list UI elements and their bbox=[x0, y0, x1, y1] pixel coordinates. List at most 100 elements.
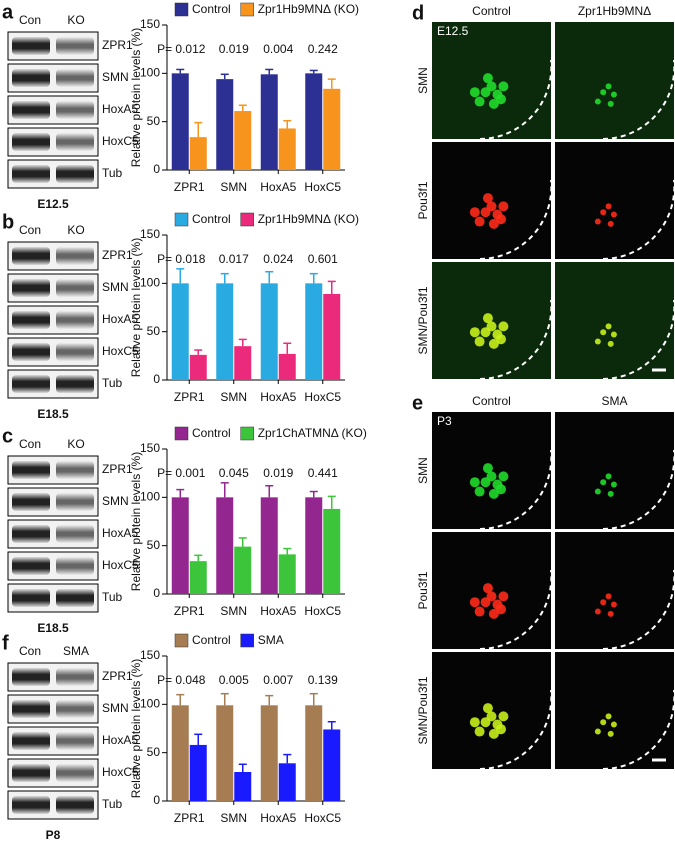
cell-spot bbox=[488, 338, 499, 349]
band-label: HoxC5 bbox=[102, 765, 139, 779]
y-tick-label: 50 bbox=[147, 745, 161, 759]
micrograph bbox=[555, 262, 674, 379]
band-label: ZPR1 bbox=[102, 669, 133, 683]
boundary bbox=[479, 569, 553, 650]
blot-band bbox=[56, 796, 94, 814]
y-tick-label: 150 bbox=[140, 441, 160, 455]
y-axis-label: Relative protein levels (%) bbox=[129, 452, 143, 591]
bar bbox=[234, 346, 252, 380]
bar bbox=[305, 705, 323, 801]
x-tick-label: ZPR1 bbox=[174, 180, 205, 194]
bar bbox=[216, 283, 234, 380]
lane-label: KO bbox=[67, 437, 84, 451]
cell-spot bbox=[469, 477, 480, 488]
cell-spot bbox=[600, 329, 607, 336]
lane-label: Con bbox=[19, 13, 41, 27]
bar bbox=[323, 88, 341, 170]
cell-spot bbox=[496, 214, 507, 225]
p-value: P= 0.048 bbox=[157, 673, 206, 687]
legend-swatch bbox=[174, 2, 189, 17]
cell-spot bbox=[474, 726, 485, 737]
legend-swatch bbox=[174, 633, 189, 648]
boundary bbox=[479, 59, 553, 140]
legend-entry: Control bbox=[192, 212, 231, 226]
cell-spot bbox=[496, 334, 507, 345]
blot-band bbox=[56, 133, 94, 151]
bar bbox=[278, 763, 296, 801]
cell-spot bbox=[482, 583, 493, 594]
blot-band bbox=[56, 461, 94, 479]
cell-spot bbox=[594, 488, 601, 495]
cell-spot bbox=[486, 591, 497, 602]
p-value: 0.005 bbox=[219, 673, 249, 687]
bar bbox=[323, 293, 341, 380]
blot-band bbox=[56, 493, 94, 511]
blot-band bbox=[12, 668, 50, 686]
stage-label: P8 bbox=[46, 828, 61, 842]
y-tick-label: 50 bbox=[147, 324, 161, 338]
blot-band bbox=[12, 247, 50, 265]
boundary bbox=[602, 449, 675, 530]
bar bbox=[278, 128, 296, 170]
blot-band bbox=[56, 165, 94, 183]
p-value: P= 0.018 bbox=[157, 252, 206, 266]
lane-label: Con bbox=[19, 644, 41, 658]
cell-spot bbox=[496, 94, 507, 105]
x-tick-label: HoxA5 bbox=[260, 390, 296, 404]
micrograph bbox=[555, 142, 674, 259]
bar bbox=[323, 729, 341, 801]
row-label: Pou3f1 bbox=[416, 181, 430, 219]
blot-band bbox=[12, 461, 50, 479]
legend-entry: Control bbox=[192, 633, 231, 647]
blot-band bbox=[56, 557, 94, 575]
band-label: Tub bbox=[102, 590, 123, 604]
stage-label: E12.5 bbox=[37, 197, 69, 211]
boundary bbox=[602, 569, 675, 650]
blot-band bbox=[56, 311, 94, 329]
blot-band bbox=[12, 279, 50, 297]
x-tick-label: ZPR1 bbox=[174, 390, 205, 404]
x-tick-label: SMN bbox=[220, 604, 247, 618]
lane-label: KO bbox=[67, 223, 84, 237]
y-tick-label: 150 bbox=[140, 227, 160, 241]
bar bbox=[260, 283, 278, 380]
cell-spot bbox=[474, 606, 485, 617]
panel-label: e bbox=[412, 392, 423, 414]
cell-spot bbox=[498, 201, 509, 212]
row-label: SMN/Pou3f1 bbox=[416, 676, 430, 744]
x-tick-label: HoxC5 bbox=[304, 604, 341, 618]
cell-spot bbox=[610, 331, 617, 338]
cell-spot bbox=[469, 597, 480, 608]
blot-band bbox=[56, 69, 94, 87]
p-value: 0.139 bbox=[308, 673, 338, 687]
lane-label: Con bbox=[19, 437, 41, 451]
blot-band bbox=[12, 493, 50, 511]
blot-band bbox=[12, 101, 50, 119]
cell-spot bbox=[488, 608, 499, 619]
bar bbox=[171, 705, 189, 801]
y-tick-label: 0 bbox=[153, 162, 160, 176]
cell-spot bbox=[498, 591, 509, 602]
p-value: 0.601 bbox=[308, 252, 338, 266]
legend-entry: Control bbox=[192, 2, 231, 16]
blot-band bbox=[56, 247, 94, 265]
cell-spot bbox=[498, 321, 509, 332]
blot-band bbox=[12, 311, 50, 329]
legend-swatch bbox=[240, 212, 254, 227]
micrograph bbox=[555, 532, 674, 649]
p-value: 0.441 bbox=[308, 466, 338, 480]
cell-spot bbox=[482, 73, 493, 84]
micrograph bbox=[555, 22, 674, 139]
cell-spot bbox=[607, 730, 614, 737]
cell-spot bbox=[607, 340, 614, 347]
cell-spot bbox=[482, 193, 493, 204]
y-axis-label: Relative protein levels (%) bbox=[129, 28, 143, 167]
micrograph bbox=[555, 412, 674, 529]
blot-band bbox=[12, 375, 50, 393]
cell-spot bbox=[594, 728, 601, 735]
bar bbox=[216, 497, 234, 594]
x-tick-label: ZPR1 bbox=[174, 604, 205, 618]
x-tick-label: HoxC5 bbox=[304, 811, 341, 825]
bar bbox=[171, 497, 189, 594]
bar bbox=[305, 497, 323, 594]
